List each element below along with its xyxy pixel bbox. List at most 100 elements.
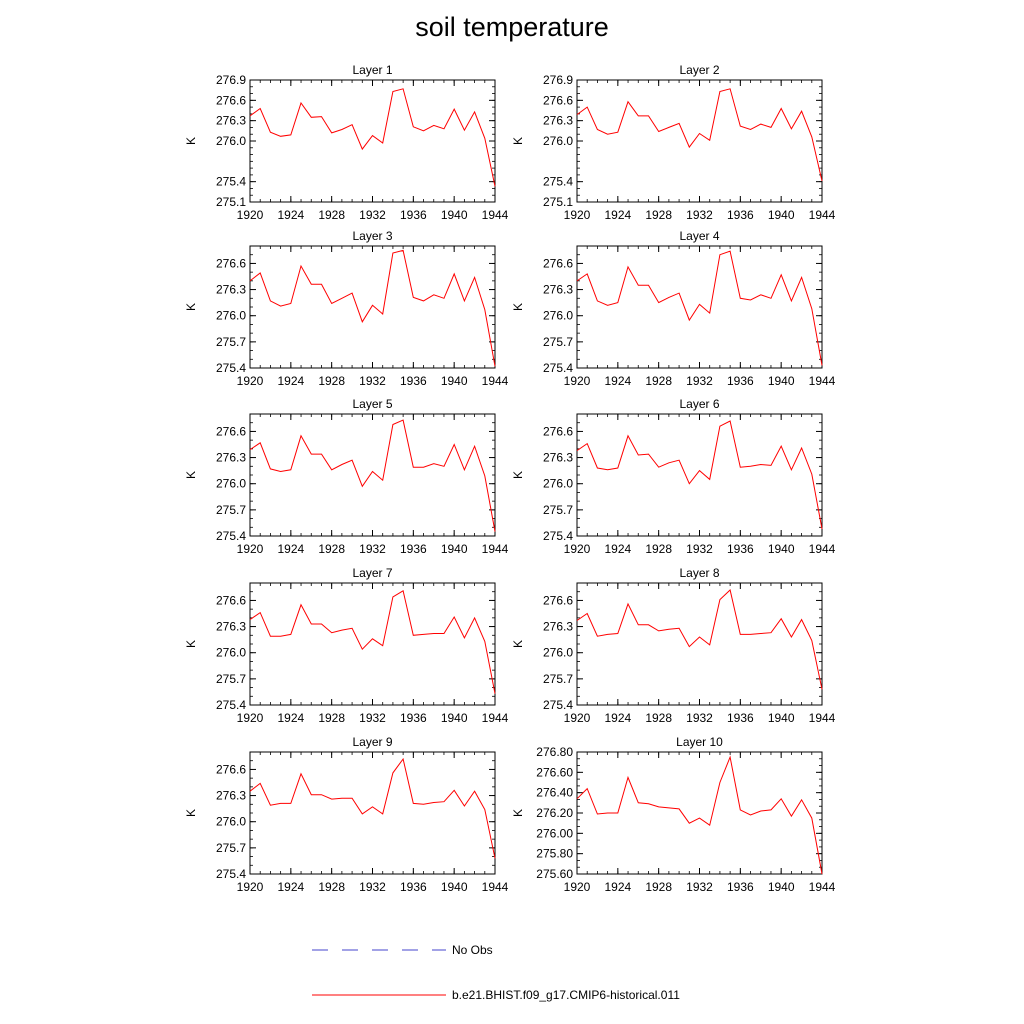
legend-model-label: b.e21.BHIST.f09_g17.CMIP6-historical.011	[452, 988, 680, 1002]
legend-obs-label: No Obs	[452, 943, 493, 957]
plot-frame	[249, 582, 496, 706]
y-tick-label: 276.0	[216, 477, 246, 491]
x-tick-label: 1936	[400, 374, 427, 388]
y-axis-label: K	[184, 137, 198, 145]
x-tick-label: 1928	[318, 542, 345, 556]
panel-title: Layer 2	[679, 63, 719, 77]
y-axis-label: K	[511, 809, 525, 817]
y-tick-label: 276.0	[216, 646, 246, 660]
x-tick-label: 1928	[318, 208, 345, 222]
x-tick-label: 1928	[318, 711, 345, 725]
y-tick-label: 275.7	[543, 335, 573, 349]
y-tick-label: 276.6	[216, 93, 246, 107]
x-tick-label: 1944	[809, 711, 836, 725]
x-tick-label: 1932	[686, 880, 713, 894]
x-tick-label: 1924	[604, 711, 631, 725]
x-tick-label: 1924	[277, 542, 304, 556]
x-tick-label: 1936	[400, 880, 427, 894]
y-tick-label: 275.1	[543, 195, 573, 209]
y-tick-label: 276.9	[543, 73, 573, 87]
panel-title: Layer 5	[352, 397, 392, 411]
x-tick-label: 1944	[809, 880, 836, 894]
y-tick-label: 275.4	[216, 175, 246, 189]
series-line	[249, 757, 496, 859]
y-axis-label: K	[511, 640, 525, 648]
y-tick-label: 275.7	[216, 335, 246, 349]
series-line	[576, 755, 823, 875]
x-tick-label: 1940	[768, 374, 795, 388]
y-tick-label: 275.7	[216, 841, 246, 855]
y-tick-label: 276.0	[543, 134, 573, 148]
plot-frame	[249, 245, 496, 369]
x-tick-label: 1936	[727, 880, 754, 894]
y-tick-label: 276.3	[216, 114, 246, 128]
panel-title: Layer 3	[352, 229, 392, 243]
y-tick-label: 275.4	[216, 529, 246, 543]
y-tick-label: 276.00	[536, 826, 573, 840]
x-tick-label: 1936	[400, 542, 427, 556]
x-tick-label: 1924	[277, 880, 304, 894]
y-tick-label: 275.7	[543, 672, 573, 686]
y-tick-label: 275.4	[216, 867, 246, 881]
x-tick-label: 1932	[686, 542, 713, 556]
x-tick-label: 1932	[359, 711, 386, 725]
y-tick-label: 275.1	[216, 195, 246, 209]
x-tick-label: 1944	[809, 208, 836, 222]
panel-title: Layer 7	[352, 566, 392, 580]
figure-title: soil temperature	[415, 12, 609, 42]
x-tick-label: 1920	[237, 374, 264, 388]
x-tick-label: 1940	[768, 880, 795, 894]
x-tick-label: 1924	[604, 208, 631, 222]
x-tick-label: 1920	[237, 880, 264, 894]
x-tick-label: 1944	[482, 711, 509, 725]
y-axis-label: K	[184, 471, 198, 479]
x-tick-label: 1932	[359, 542, 386, 556]
y-tick-label: 276.6	[216, 424, 246, 438]
x-tick-label: 1940	[768, 711, 795, 725]
y-tick-label: 275.80	[536, 847, 573, 861]
panel-title: Layer 1	[352, 63, 392, 77]
x-tick-label: 1920	[564, 880, 591, 894]
y-tick-label: 275.4	[543, 529, 573, 543]
x-tick-label: 1936	[727, 374, 754, 388]
y-tick-label: 275.7	[216, 672, 246, 686]
x-tick-label: 1944	[482, 880, 509, 894]
y-tick-label: 276.0	[216, 815, 246, 829]
x-tick-label: 1924	[604, 542, 631, 556]
x-tick-label: 1940	[768, 542, 795, 556]
x-tick-label: 1924	[604, 374, 631, 388]
x-tick-label: 1932	[359, 208, 386, 222]
y-tick-label: 275.4	[216, 698, 246, 712]
plot-frame	[249, 751, 496, 875]
x-tick-label: 1932	[686, 208, 713, 222]
x-tick-label: 1940	[441, 374, 468, 388]
panel-title: Layer 4	[679, 229, 719, 243]
y-tick-label: 276.0	[543, 646, 573, 660]
y-tick-label: 276.3	[216, 789, 246, 803]
panel-title: Layer 6	[679, 397, 719, 411]
panel-7: Layer 7 1920 1924 1928 1932 1936 1940 1944 275.4…	[184, 566, 509, 725]
plot-frame	[576, 413, 823, 537]
x-tick-label: 1920	[564, 542, 591, 556]
panel-9: Layer 9 1920 1924 1928 1932 1936 1940 1944 275.4…	[184, 735, 509, 894]
panel-3: Layer 3 1920 1924 1928 1932 1936 1940 1944 275.4…	[184, 229, 509, 388]
y-tick-label: 276.0	[216, 134, 246, 148]
x-tick-label: 1924	[277, 208, 304, 222]
x-tick-label: 1944	[482, 208, 509, 222]
y-tick-label: 276.6	[216, 256, 246, 270]
y-tick-label: 276.6	[543, 593, 573, 607]
y-axis-label: K	[511, 137, 525, 145]
panel-4: Layer 4 1920 1924 1928 1932 1936 1940 1944 275.4…	[511, 229, 836, 388]
x-tick-label: 1940	[441, 711, 468, 725]
y-tick-label: 275.7	[543, 503, 573, 517]
x-tick-label: 1924	[277, 374, 304, 388]
x-tick-label: 1936	[727, 208, 754, 222]
x-tick-label: 1936	[400, 208, 427, 222]
y-tick-label: 275.4	[543, 698, 573, 712]
panel-title: Layer 8	[679, 566, 719, 580]
y-tick-label: 276.6	[543, 424, 573, 438]
x-tick-label: 1928	[318, 374, 345, 388]
plot-frame	[576, 245, 823, 369]
